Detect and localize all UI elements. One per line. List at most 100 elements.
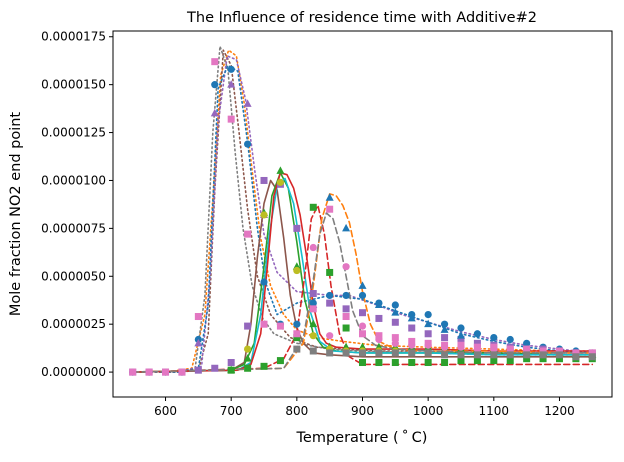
data-point-circle bbox=[260, 278, 268, 286]
data-point-circle bbox=[260, 211, 268, 219]
x-tick-label: 1000 bbox=[413, 404, 444, 418]
data-point-circle bbox=[326, 291, 334, 300]
x-axis: 600 700 800 900 1000 1100 1200 bbox=[154, 397, 575, 418]
data-point-square bbox=[276, 322, 284, 330]
data-point-circle bbox=[293, 320, 301, 328]
data-point-square bbox=[391, 349, 399, 357]
data-point-circle bbox=[326, 332, 334, 340]
data-point-triangle bbox=[391, 308, 400, 316]
data-point-square bbox=[391, 318, 399, 326]
data-point-square bbox=[293, 345, 301, 353]
data-point-circle bbox=[506, 335, 514, 344]
data-point-circle bbox=[440, 320, 449, 328]
data-point-square bbox=[555, 351, 563, 359]
data-point-square bbox=[326, 268, 334, 276]
y-axis-label: Mole fraction NO2 end point bbox=[8, 112, 24, 317]
data-point-circle bbox=[342, 291, 350, 300]
data-point-square bbox=[145, 368, 153, 376]
y-tick-label: 0.0000075 bbox=[41, 221, 106, 235]
data-point-triangle bbox=[210, 108, 219, 117]
data-point-square bbox=[359, 309, 366, 317]
series-layer bbox=[129, 45, 597, 376]
data-point-square bbox=[342, 313, 350, 321]
y-tick-label: 0.0000000 bbox=[41, 365, 106, 379]
data-point-triangle bbox=[342, 223, 351, 232]
data-point-square bbox=[457, 351, 465, 359]
data-point-square bbox=[359, 330, 366, 338]
y-tick-label: 0.0000025 bbox=[41, 317, 106, 331]
data-point-circle bbox=[473, 345, 482, 353]
data-point-square bbox=[539, 355, 547, 363]
data-point-circle bbox=[276, 178, 285, 186]
data-point-triangle bbox=[243, 354, 252, 362]
data-point-circle bbox=[457, 343, 465, 351]
data-point-circle bbox=[358, 291, 367, 300]
data-point-square bbox=[408, 324, 416, 332]
data-point-square bbox=[178, 368, 186, 376]
data-point-square bbox=[539, 351, 547, 359]
data-point-square bbox=[359, 359, 366, 367]
data-point-square bbox=[375, 332, 383, 340]
data-point-square bbox=[260, 362, 268, 370]
data-point-triangle bbox=[358, 281, 367, 289]
data-point-circle bbox=[506, 345, 514, 353]
data-point-triangle bbox=[309, 319, 318, 328]
y-tick-label: 0.0000150 bbox=[41, 78, 106, 92]
data-point-triangle bbox=[227, 80, 236, 88]
data-point-square bbox=[490, 351, 498, 359]
x-tick-label: 900 bbox=[351, 404, 374, 418]
data-point-circle bbox=[490, 333, 498, 342]
data-point-square bbox=[424, 359, 432, 367]
series-line-dotted bbox=[131, 49, 594, 373]
y-tick-label: 0.0000050 bbox=[41, 269, 106, 283]
data-point-circle bbox=[391, 339, 399, 347]
data-point-circle bbox=[523, 339, 531, 347]
data-point-square bbox=[391, 334, 399, 342]
x-tick-label: 1200 bbox=[544, 404, 575, 418]
data-point-circle bbox=[457, 324, 465, 332]
data-point-square bbox=[293, 330, 301, 338]
data-point-circle bbox=[490, 345, 498, 353]
data-point-circle bbox=[424, 341, 432, 349]
data-point-square bbox=[555, 355, 563, 363]
data-point-circle bbox=[211, 81, 219, 89]
data-point-square bbox=[424, 349, 432, 357]
data-point-square bbox=[276, 357, 284, 365]
data-point-square bbox=[227, 366, 235, 374]
data-point-square bbox=[441, 359, 449, 367]
data-point-triangle bbox=[424, 319, 433, 328]
data-point-square bbox=[572, 353, 580, 361]
series-line-dotted bbox=[131, 64, 594, 373]
data-point-square bbox=[457, 357, 465, 365]
data-point-circle bbox=[391, 301, 399, 309]
data-point-square bbox=[326, 299, 334, 307]
data-point-square bbox=[309, 305, 317, 313]
x-tick-label: 600 bbox=[154, 404, 177, 418]
data-point-triangle bbox=[374, 300, 383, 309]
data-point-square bbox=[326, 349, 334, 357]
data-point-square bbox=[473, 351, 481, 359]
data-point-square bbox=[408, 337, 416, 345]
x-tick-label: 1100 bbox=[479, 404, 510, 418]
x-tick-label: 800 bbox=[285, 404, 308, 418]
data-point-triangle bbox=[194, 338, 203, 347]
x-axis-label: Temperature ( ˚ C) bbox=[296, 429, 428, 446]
data-point-square bbox=[244, 322, 252, 330]
data-point-square bbox=[342, 324, 350, 332]
y-axis: 0.0000000 0.0000025 0.0000050 0.0000075 0.00… bbox=[41, 30, 113, 379]
data-point-square bbox=[490, 357, 498, 365]
data-point-triangle bbox=[325, 193, 334, 201]
data-point-circle bbox=[227, 65, 235, 73]
data-point-circle bbox=[358, 322, 367, 330]
data-point-square bbox=[342, 349, 350, 357]
data-point-square bbox=[473, 339, 481, 347]
data-point-square bbox=[408, 349, 416, 357]
data-point-square bbox=[375, 314, 383, 322]
data-point-square bbox=[244, 230, 252, 238]
series-line-dashed bbox=[131, 204, 594, 373]
data-point-triangle bbox=[407, 313, 416, 322]
data-point-square bbox=[309, 203, 317, 211]
data-point-square bbox=[227, 359, 235, 367]
